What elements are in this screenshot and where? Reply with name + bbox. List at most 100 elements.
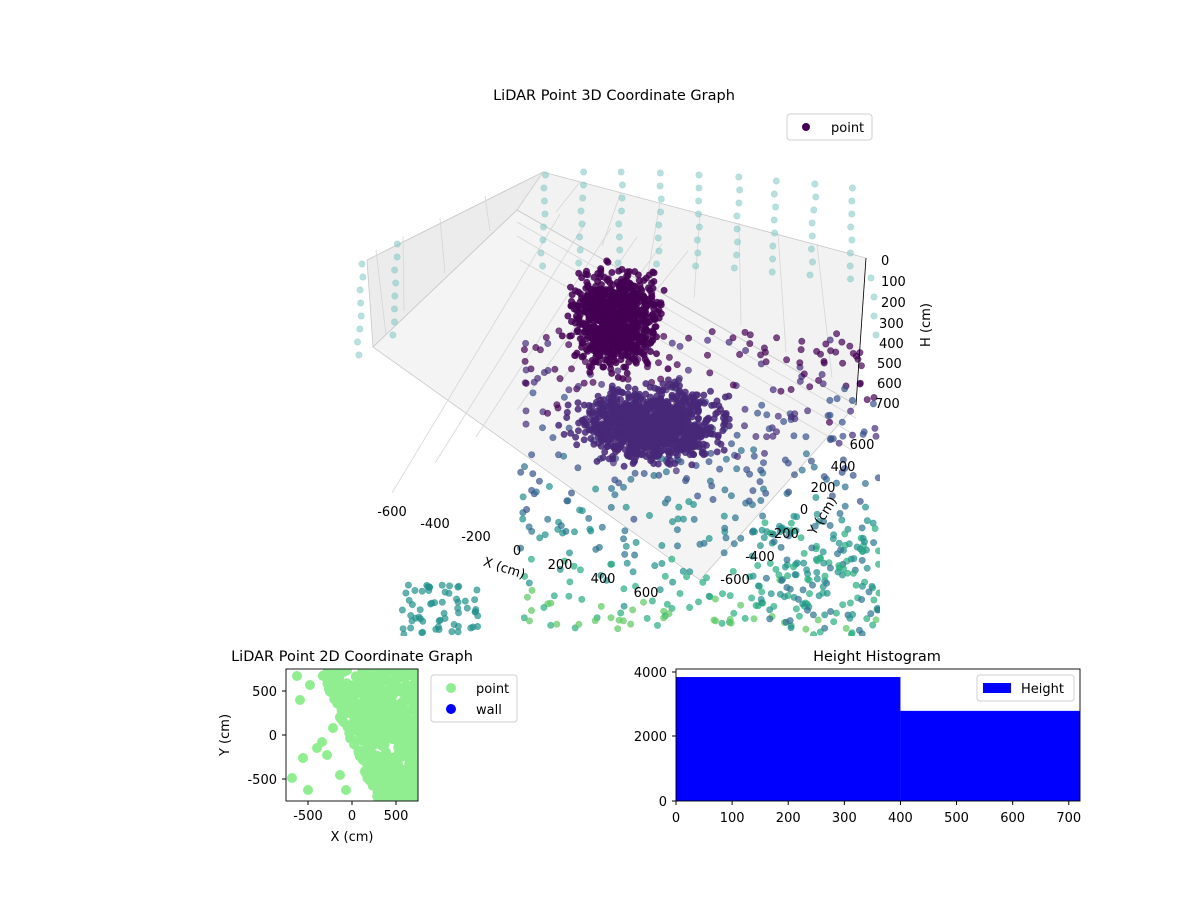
data-point <box>594 269 602 277</box>
data-point <box>348 718 359 729</box>
data-point <box>392 279 400 287</box>
data-point <box>650 471 658 479</box>
data-point <box>521 572 529 580</box>
data-point <box>554 451 562 459</box>
data-point <box>573 349 581 357</box>
data-point <box>363 669 374 675</box>
data-point <box>757 360 765 368</box>
data-point <box>522 407 530 415</box>
data-point <box>657 310 665 318</box>
data-point <box>688 461 696 469</box>
data-point <box>757 466 765 474</box>
legend-label-point: point <box>476 682 509 697</box>
data-point <box>848 210 856 218</box>
data-point <box>383 717 394 728</box>
data-point <box>603 342 611 350</box>
data-point <box>631 582 639 590</box>
data-point <box>870 539 878 547</box>
data-point <box>838 418 846 426</box>
data-point <box>446 582 454 590</box>
data-point <box>792 571 800 579</box>
data-point <box>595 328 603 336</box>
data-point <box>702 574 710 582</box>
data-point <box>684 418 692 426</box>
data-point <box>852 581 860 589</box>
data-point <box>391 292 399 300</box>
data-point <box>593 407 601 415</box>
data-point <box>639 437 647 445</box>
data-point <box>656 586 664 594</box>
data-point <box>766 559 774 567</box>
y-tick-label: 500 <box>252 685 277 700</box>
data-point <box>719 427 727 435</box>
data-point <box>828 492 836 500</box>
data-point <box>550 592 558 600</box>
data-point <box>692 262 700 270</box>
data-point <box>725 338 733 346</box>
legend-label-wall: wall <box>476 703 502 718</box>
data-point <box>756 478 764 486</box>
data-point <box>580 401 588 409</box>
data-point <box>369 739 380 750</box>
data-point <box>536 534 544 542</box>
data-point <box>603 576 611 584</box>
data-point <box>802 450 810 458</box>
data-point <box>611 316 619 324</box>
data-point <box>730 609 738 617</box>
data-point <box>530 378 538 386</box>
y-tick-label: 400 <box>831 460 856 475</box>
data-point <box>832 609 840 617</box>
data-point <box>712 410 720 418</box>
data-point <box>802 625 810 633</box>
data-point <box>538 424 546 432</box>
data-point <box>652 260 660 268</box>
data-point <box>420 745 430 755</box>
data-point <box>420 771 430 781</box>
data-point <box>322 750 332 760</box>
data-point <box>820 473 828 481</box>
data-point <box>819 583 827 591</box>
data-point <box>420 754 430 764</box>
data-point <box>846 599 854 607</box>
data-point <box>658 427 666 435</box>
data-point <box>872 432 880 440</box>
grid-line <box>777 232 787 353</box>
data-point <box>402 589 410 597</box>
data-point <box>748 594 756 602</box>
data-point <box>622 542 630 550</box>
data-point <box>643 358 651 366</box>
data-point <box>704 336 712 344</box>
data-point <box>836 509 844 517</box>
data-point <box>694 210 702 218</box>
data-point <box>383 781 394 792</box>
data-point <box>420 789 430 799</box>
data-point <box>608 560 616 568</box>
data-point <box>332 698 343 709</box>
data-point <box>611 491 619 499</box>
chart-3d: LiDAR Point 3D Coordinate Graph -600 -40… <box>353 88 934 636</box>
data-point <box>632 450 640 458</box>
data-point <box>631 385 639 393</box>
data-point <box>778 524 786 532</box>
data-point <box>576 246 584 254</box>
data-point <box>762 574 770 582</box>
data-point <box>603 414 611 422</box>
data-point <box>328 723 338 733</box>
chart-2d-title: LiDAR Point 2D Coordinate Graph <box>231 649 473 665</box>
z-tick-label: 200 <box>881 296 906 311</box>
data-point <box>858 524 866 532</box>
data-point <box>861 479 869 487</box>
data-point <box>820 518 828 526</box>
data-point <box>773 334 781 342</box>
data-point <box>527 555 535 563</box>
x-tick-label: 700 <box>1056 811 1081 826</box>
data-point <box>450 620 458 628</box>
data-point <box>567 332 575 340</box>
data-point <box>389 331 397 339</box>
data-point <box>813 568 821 576</box>
data-point <box>582 420 590 428</box>
data-point <box>625 393 633 401</box>
data-point <box>666 440 674 448</box>
data-point <box>321 669 332 680</box>
data-point <box>418 772 428 782</box>
